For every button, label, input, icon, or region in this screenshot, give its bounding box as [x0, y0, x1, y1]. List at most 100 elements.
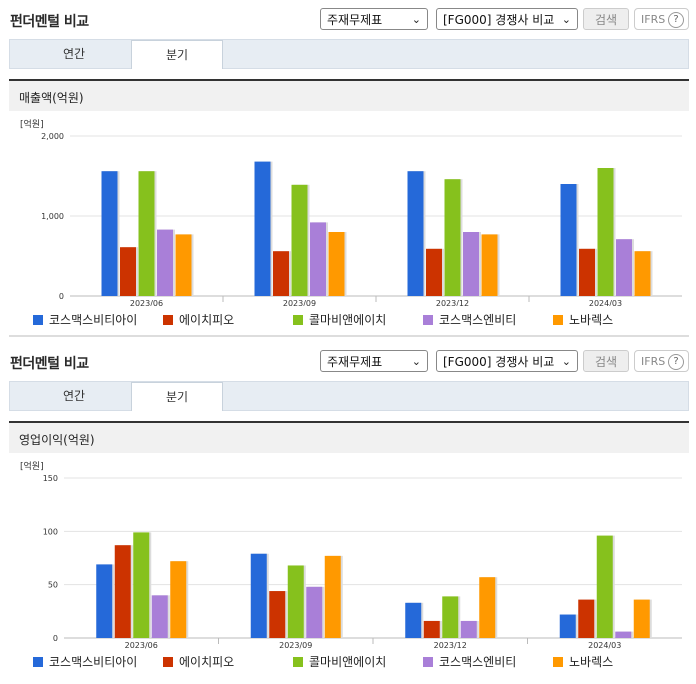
legend-label: 콜마비앤에이치: [309, 313, 387, 327]
bar: [151, 595, 168, 638]
fundamental-panel-2: 펀더멘털 비교 주재무제표 ⌄ [FG000] 경쟁사 비교 ⌄ 검색 IFRS…: [0, 342, 696, 684]
operating-profit-chart: 0 50 100 150 2023/06 2023/09 2023/12 2024/03: [43, 474, 682, 650]
fundamental-panel-1: 펀더멘털 비교 주재무제표 ⌄ [FG000] 경쟁사 비교 ⌄ 검색 IFRS…: [0, 0, 696, 340]
legend-item[interactable]: 노바렉스: [553, 655, 613, 669]
help-icon: ?: [668, 354, 684, 370]
y-tick-label: 2,000: [41, 132, 64, 141]
bar: [138, 171, 155, 296]
panel-header: 펀더멘털 비교 주재무제표 ⌄ [FG000] 경쟁사 비교 ⌄ 검색 IFRS…: [0, 0, 696, 34]
chevron-down-icon: ⌄: [411, 13, 421, 26]
statement-select[interactable]: 주재무제표 ⌄: [320, 350, 428, 372]
bar: [170, 561, 187, 638]
legend-swatch: [163, 657, 173, 667]
legend-label: 코스맥스엔비티: [439, 313, 517, 327]
chart-unit: [억원]: [20, 120, 44, 130]
legend-swatch: [33, 315, 43, 325]
group-select[interactable]: [FG000] 경쟁사 비교 ⌄: [436, 350, 578, 372]
ifrs-help-button[interactable]: IFRS ?: [634, 350, 689, 372]
y-tick-label: 0: [59, 292, 64, 301]
chart-legend: 코스맥스비티아이 에이치피오 콜마비앤에이치 코스맥스엔비티 노바렉스: [0, 313, 696, 329]
tab-annual[interactable]: 연간: [62, 47, 86, 61]
bar: [616, 239, 632, 296]
bar: [423, 620, 440, 638]
tab-quarterly[interactable]: 분기: [131, 40, 223, 69]
bar: [407, 171, 424, 296]
bar: [481, 234, 498, 296]
legend-label: 에이치피오: [179, 655, 235, 669]
period-tabs: 연간 분기: [9, 39, 689, 69]
bar: [114, 545, 131, 638]
panel-header: 펀더멘털 비교 주재무제표 ⌄ [FG000] 경쟁사 비교 ⌄ 검색 IFRS…: [0, 342, 696, 376]
legend-item[interactable]: 에이치피오: [163, 313, 234, 327]
legend-label: 콜마비앤에이치: [309, 655, 387, 669]
bar: [405, 602, 422, 638]
ifrs-label: IFRS: [641, 355, 666, 368]
chart-unit: [억원]: [20, 462, 44, 472]
chevron-down-icon: ⌄: [561, 13, 571, 26]
bar: [615, 631, 632, 638]
section-bar: 영업이익(억원): [9, 421, 689, 453]
y-tick-label: 1,000: [41, 212, 64, 221]
bar: [306, 586, 323, 638]
legend-label: 코스맥스비티아이: [49, 313, 138, 327]
bar: [96, 564, 113, 638]
bar: [254, 161, 271, 296]
ifrs-help-button[interactable]: IFRS ?: [634, 8, 689, 30]
group-select[interactable]: [FG000] 경쟁사 비교 ⌄: [436, 8, 578, 30]
search-button[interactable]: 검색: [583, 350, 629, 372]
tab-quarterly[interactable]: 분기: [131, 382, 223, 411]
help-icon: ?: [668, 12, 684, 28]
legend-item[interactable]: 코스맥스엔비티: [423, 655, 516, 669]
section-label: 매출액(억원): [19, 91, 84, 105]
statement-select-value: 주재무제표: [327, 355, 383, 369]
bar: [324, 555, 341, 638]
legend-item[interactable]: 코스맥스엔비티: [423, 313, 516, 327]
bar: [463, 232, 479, 296]
y-tick-label: 0: [53, 634, 58, 643]
bar: [133, 532, 150, 638]
bar: [157, 229, 173, 296]
x-tick-label: 2023/12: [436, 299, 469, 306]
legend-swatch: [553, 657, 563, 667]
legend-swatch: [553, 315, 563, 325]
ifrs-label: IFRS: [641, 13, 666, 26]
bar: [579, 248, 595, 296]
legend-label: 에이치피오: [179, 313, 235, 327]
bar: [250, 553, 267, 638]
y-tick-label: 100: [43, 527, 58, 536]
chart-legend: 코스맥스비티아이 에이치피오 콜마비앤에이치 코스맥스엔비티 노바렉스: [0, 655, 696, 671]
chevron-down-icon: ⌄: [411, 355, 421, 368]
legend-item[interactable]: 콜마비앤에이치: [293, 313, 386, 327]
bar: [273, 251, 289, 296]
statement-select[interactable]: 주재무제표 ⌄: [320, 8, 428, 30]
legend-item[interactable]: 코스맥스비티아이: [33, 313, 137, 327]
legend-item[interactable]: 콜마비앤에이치: [293, 655, 386, 669]
revenue-chart: 0 1,000 2,000 2023/06 2023/09 2023/12 2024/03: [41, 132, 682, 306]
legend-swatch: [163, 315, 173, 325]
legend-item[interactable]: 에이치피오: [163, 655, 234, 669]
legend-swatch: [33, 657, 43, 667]
section-label: 영업이익(억원): [19, 433, 95, 447]
bar: [460, 620, 477, 638]
legend-swatch: [293, 657, 303, 667]
group-select-value: [FG000] 경쟁사 비교: [443, 13, 555, 27]
x-tick-label: 2023/09: [283, 299, 316, 306]
bar: [559, 614, 576, 638]
bar: [479, 577, 496, 638]
search-button[interactable]: 검색: [583, 8, 629, 30]
bar: [597, 168, 614, 296]
bar: [444, 179, 461, 296]
legend-swatch: [423, 315, 433, 325]
bar: [120, 247, 136, 296]
x-tick-label: 2024/03: [588, 641, 621, 650]
divider: [9, 335, 689, 337]
legend-item[interactable]: 노바렉스: [553, 313, 613, 327]
group-select-value: [FG000] 경쟁사 비교: [443, 355, 555, 369]
bar: [101, 171, 118, 296]
legend-item[interactable]: 코스맥스비티아이: [33, 655, 137, 669]
panel-title: 펀더멘털 비교: [10, 356, 89, 372]
x-tick-label: 2023/06: [130, 299, 163, 306]
legend-label: 코스맥스비티아이: [49, 655, 138, 669]
legend-label: 코스맥스엔비티: [439, 655, 517, 669]
tab-annual[interactable]: 연간: [62, 389, 86, 403]
